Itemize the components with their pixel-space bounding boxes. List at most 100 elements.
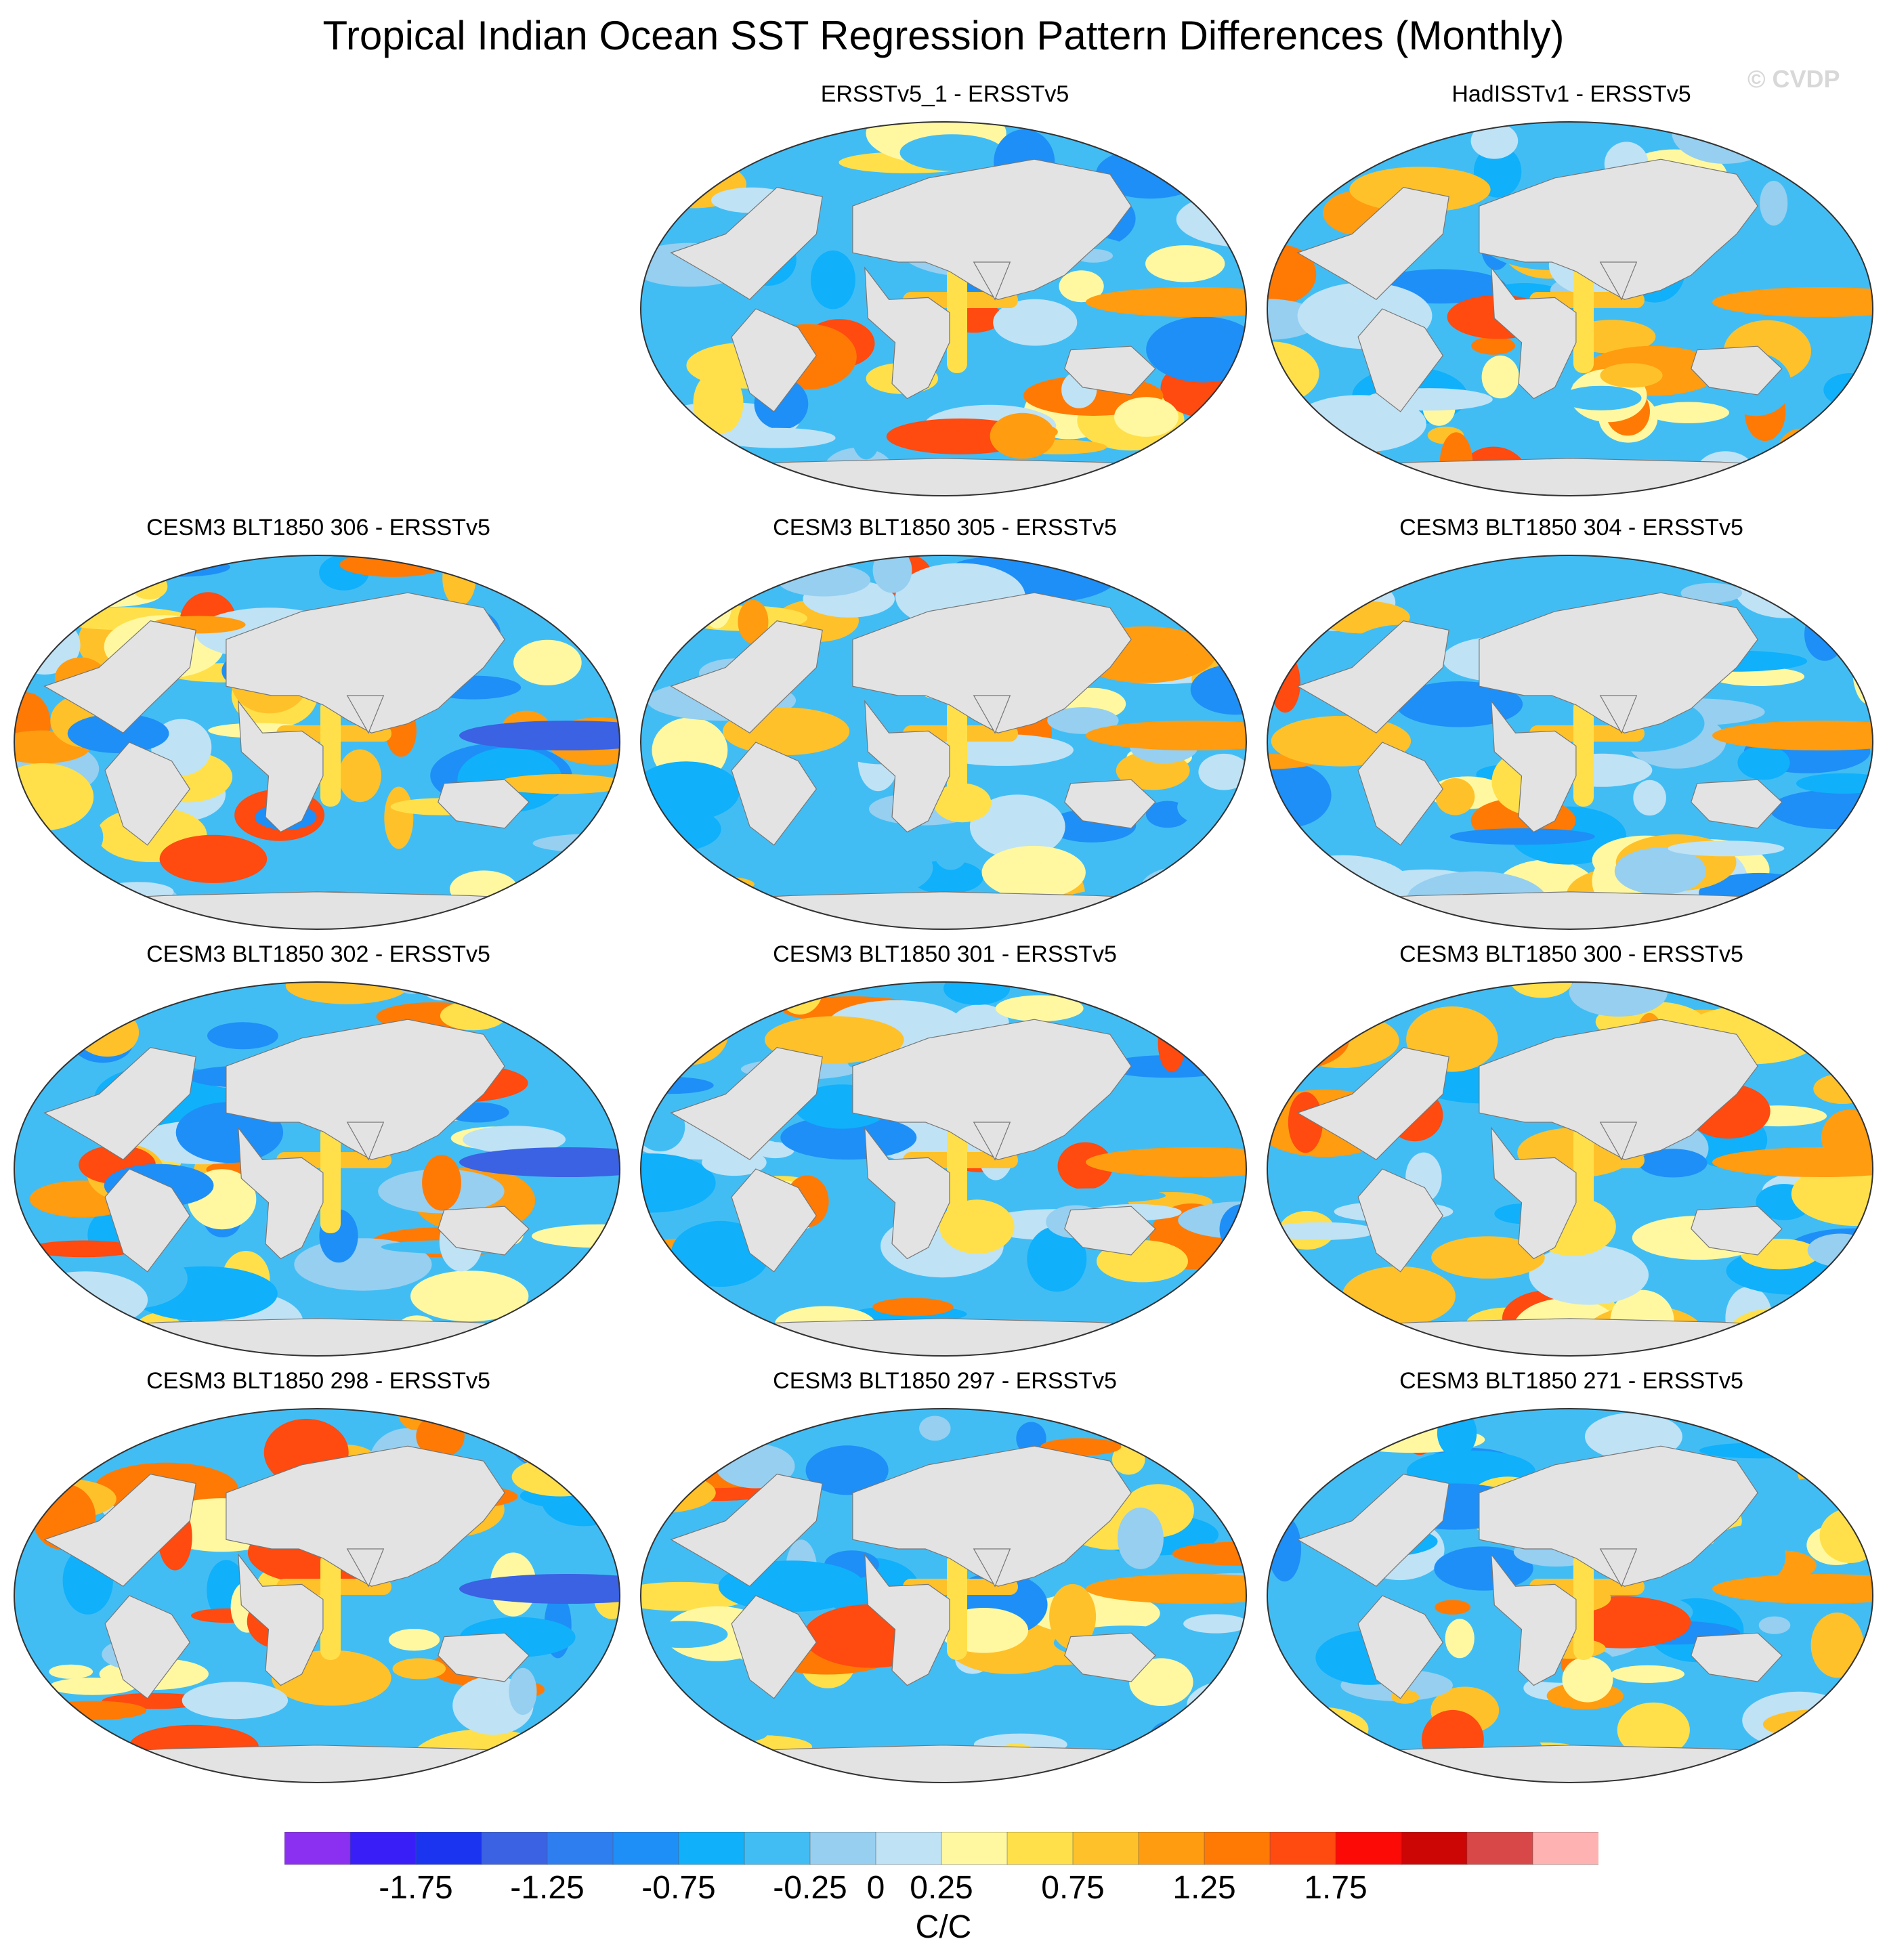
equatorial-pacific-anomaly <box>1086 287 1246 317</box>
anomaly-patch <box>641 1581 748 1611</box>
anomaly-patch <box>641 1476 685 1502</box>
anomaly-patch <box>780 1115 917 1160</box>
panel-title: CESM3 BLT1850 271 - ERSSTv5 <box>1399 1368 1743 1394</box>
anomaly-patch <box>14 1313 126 1356</box>
land-mass <box>1267 1318 1873 1356</box>
anomaly-patch <box>1114 397 1179 437</box>
anomaly-patch <box>338 749 381 803</box>
map-border <box>640 121 1247 496</box>
map-border <box>640 555 1247 930</box>
anomaly-patch <box>392 1658 446 1680</box>
anomaly-patch <box>1132 1739 1201 1772</box>
anomaly-patch <box>1611 1665 1684 1683</box>
anomaly-patch <box>1137 891 1246 918</box>
anomaly-patch <box>1680 582 1742 603</box>
anomaly-patch <box>1807 1233 1873 1267</box>
land-mass <box>1691 779 1783 829</box>
anomaly-patch <box>1187 1448 1244 1494</box>
anomaly-patch <box>664 990 715 1021</box>
map-panel: HadISSTv1 - ERSSTv5 <box>1260 81 1883 515</box>
anomaly-patch <box>53 571 93 597</box>
anomaly-patch <box>1529 1245 1649 1305</box>
map-border <box>640 981 1247 1357</box>
anomaly-patch <box>1510 982 1573 998</box>
land-mass <box>1064 1632 1156 1682</box>
land-mass <box>1479 592 1758 733</box>
land-mass <box>346 1548 385 1588</box>
land-mass <box>731 1168 818 1273</box>
anomaly-patch <box>1267 1222 1377 1240</box>
anomaly-patch <box>1049 1583 1097 1650</box>
land-mass <box>731 1595 818 1699</box>
anomaly-patch <box>899 134 1004 171</box>
world-map <box>14 1408 620 1783</box>
anomaly-patch <box>1562 1657 1613 1703</box>
anomaly-patch <box>1470 123 1519 159</box>
anomaly-patch <box>1737 745 1790 780</box>
land-mass <box>1064 779 1156 829</box>
land-mass <box>670 1046 823 1160</box>
anomaly-patch <box>1177 788 1246 827</box>
anomaly-patch <box>1435 778 1475 815</box>
anomaly-patch <box>1084 903 1194 924</box>
land-mass <box>852 1019 1132 1160</box>
anomaly-patch <box>1027 1226 1087 1292</box>
indian-ocean-anomaly <box>1573 698 1594 807</box>
land-mass <box>670 1473 823 1587</box>
anomaly-patch <box>159 834 268 883</box>
map-panel: CESM3 BLT1850 305 - ERSSTv5 <box>633 515 1256 948</box>
anomaly-patch <box>1183 1614 1246 1634</box>
world-map <box>14 555 620 930</box>
land-mass <box>973 261 1011 301</box>
anomaly-patch <box>1117 1507 1164 1569</box>
anomaly-patch <box>440 1001 507 1031</box>
anomaly-patch <box>1471 337 1515 355</box>
indian-ocean-anomaly <box>320 1125 341 1233</box>
land-mass <box>641 458 1246 496</box>
map-panel: CESM3 BLT1850 302 - ERSSTv5 <box>7 941 630 1375</box>
map-border <box>1267 981 1873 1357</box>
anomaly-patch <box>1435 1600 1470 1615</box>
anomaly-patch <box>1176 569 1246 620</box>
anomaly-patch <box>1349 167 1491 213</box>
land-mass <box>641 891 1246 929</box>
anomaly-patch <box>672 876 755 893</box>
panel-title: CESM3 BLT1850 298 - ERSSTv5 <box>146 1368 490 1394</box>
anomaly-patch <box>655 1001 729 1065</box>
colorbar-tick-label: -0.25 <box>773 1870 847 1906</box>
anomaly-patch <box>1395 681 1523 727</box>
map-border <box>14 1408 620 1783</box>
land-mass <box>43 620 196 733</box>
panel-title: HadISSTv1 - ERSSTv5 <box>1451 81 1691 107</box>
anomaly-patch <box>641 149 717 195</box>
colorbar-swatch <box>547 1832 614 1865</box>
anomaly-patch <box>995 995 1084 1022</box>
anomaly-patch <box>641 1417 690 1432</box>
anomaly-patch <box>932 734 1074 766</box>
indian-ocean-anomaly <box>947 698 967 807</box>
world-map <box>640 121 1247 496</box>
land-mass <box>852 158 1132 300</box>
anomaly-patch <box>503 1008 547 1023</box>
anomaly-patch <box>1758 122 1798 171</box>
land-mass <box>1491 700 1577 833</box>
land-mass <box>1599 1122 1638 1161</box>
cvdp-watermark: © CVDP <box>1747 65 1840 93</box>
colorbar-swatch <box>744 1832 811 1865</box>
colorbar-swatch <box>875 1832 942 1865</box>
anomaly-patch <box>1813 1073 1872 1104</box>
anomaly-patch <box>1481 355 1519 399</box>
equatorial-pacific-anomaly <box>1086 721 1246 750</box>
map-panel: ERSSTv5_1 - ERSSTv5 <box>633 81 1256 515</box>
anomaly-patch <box>1777 428 1826 477</box>
anomaly-patch <box>67 713 169 754</box>
land-mass <box>1599 695 1638 734</box>
land-mass <box>104 1168 191 1273</box>
land-mass <box>346 695 385 734</box>
map-panel: CESM3 BLT1850 300 - ERSSTv5 <box>1260 941 1883 1375</box>
anomaly-patch <box>1267 299 1321 340</box>
colorbar-swatch <box>1532 1832 1598 1865</box>
land-mass <box>1296 1046 1449 1160</box>
land-mass <box>1479 1445 1758 1587</box>
anomaly-patch <box>509 1667 537 1715</box>
